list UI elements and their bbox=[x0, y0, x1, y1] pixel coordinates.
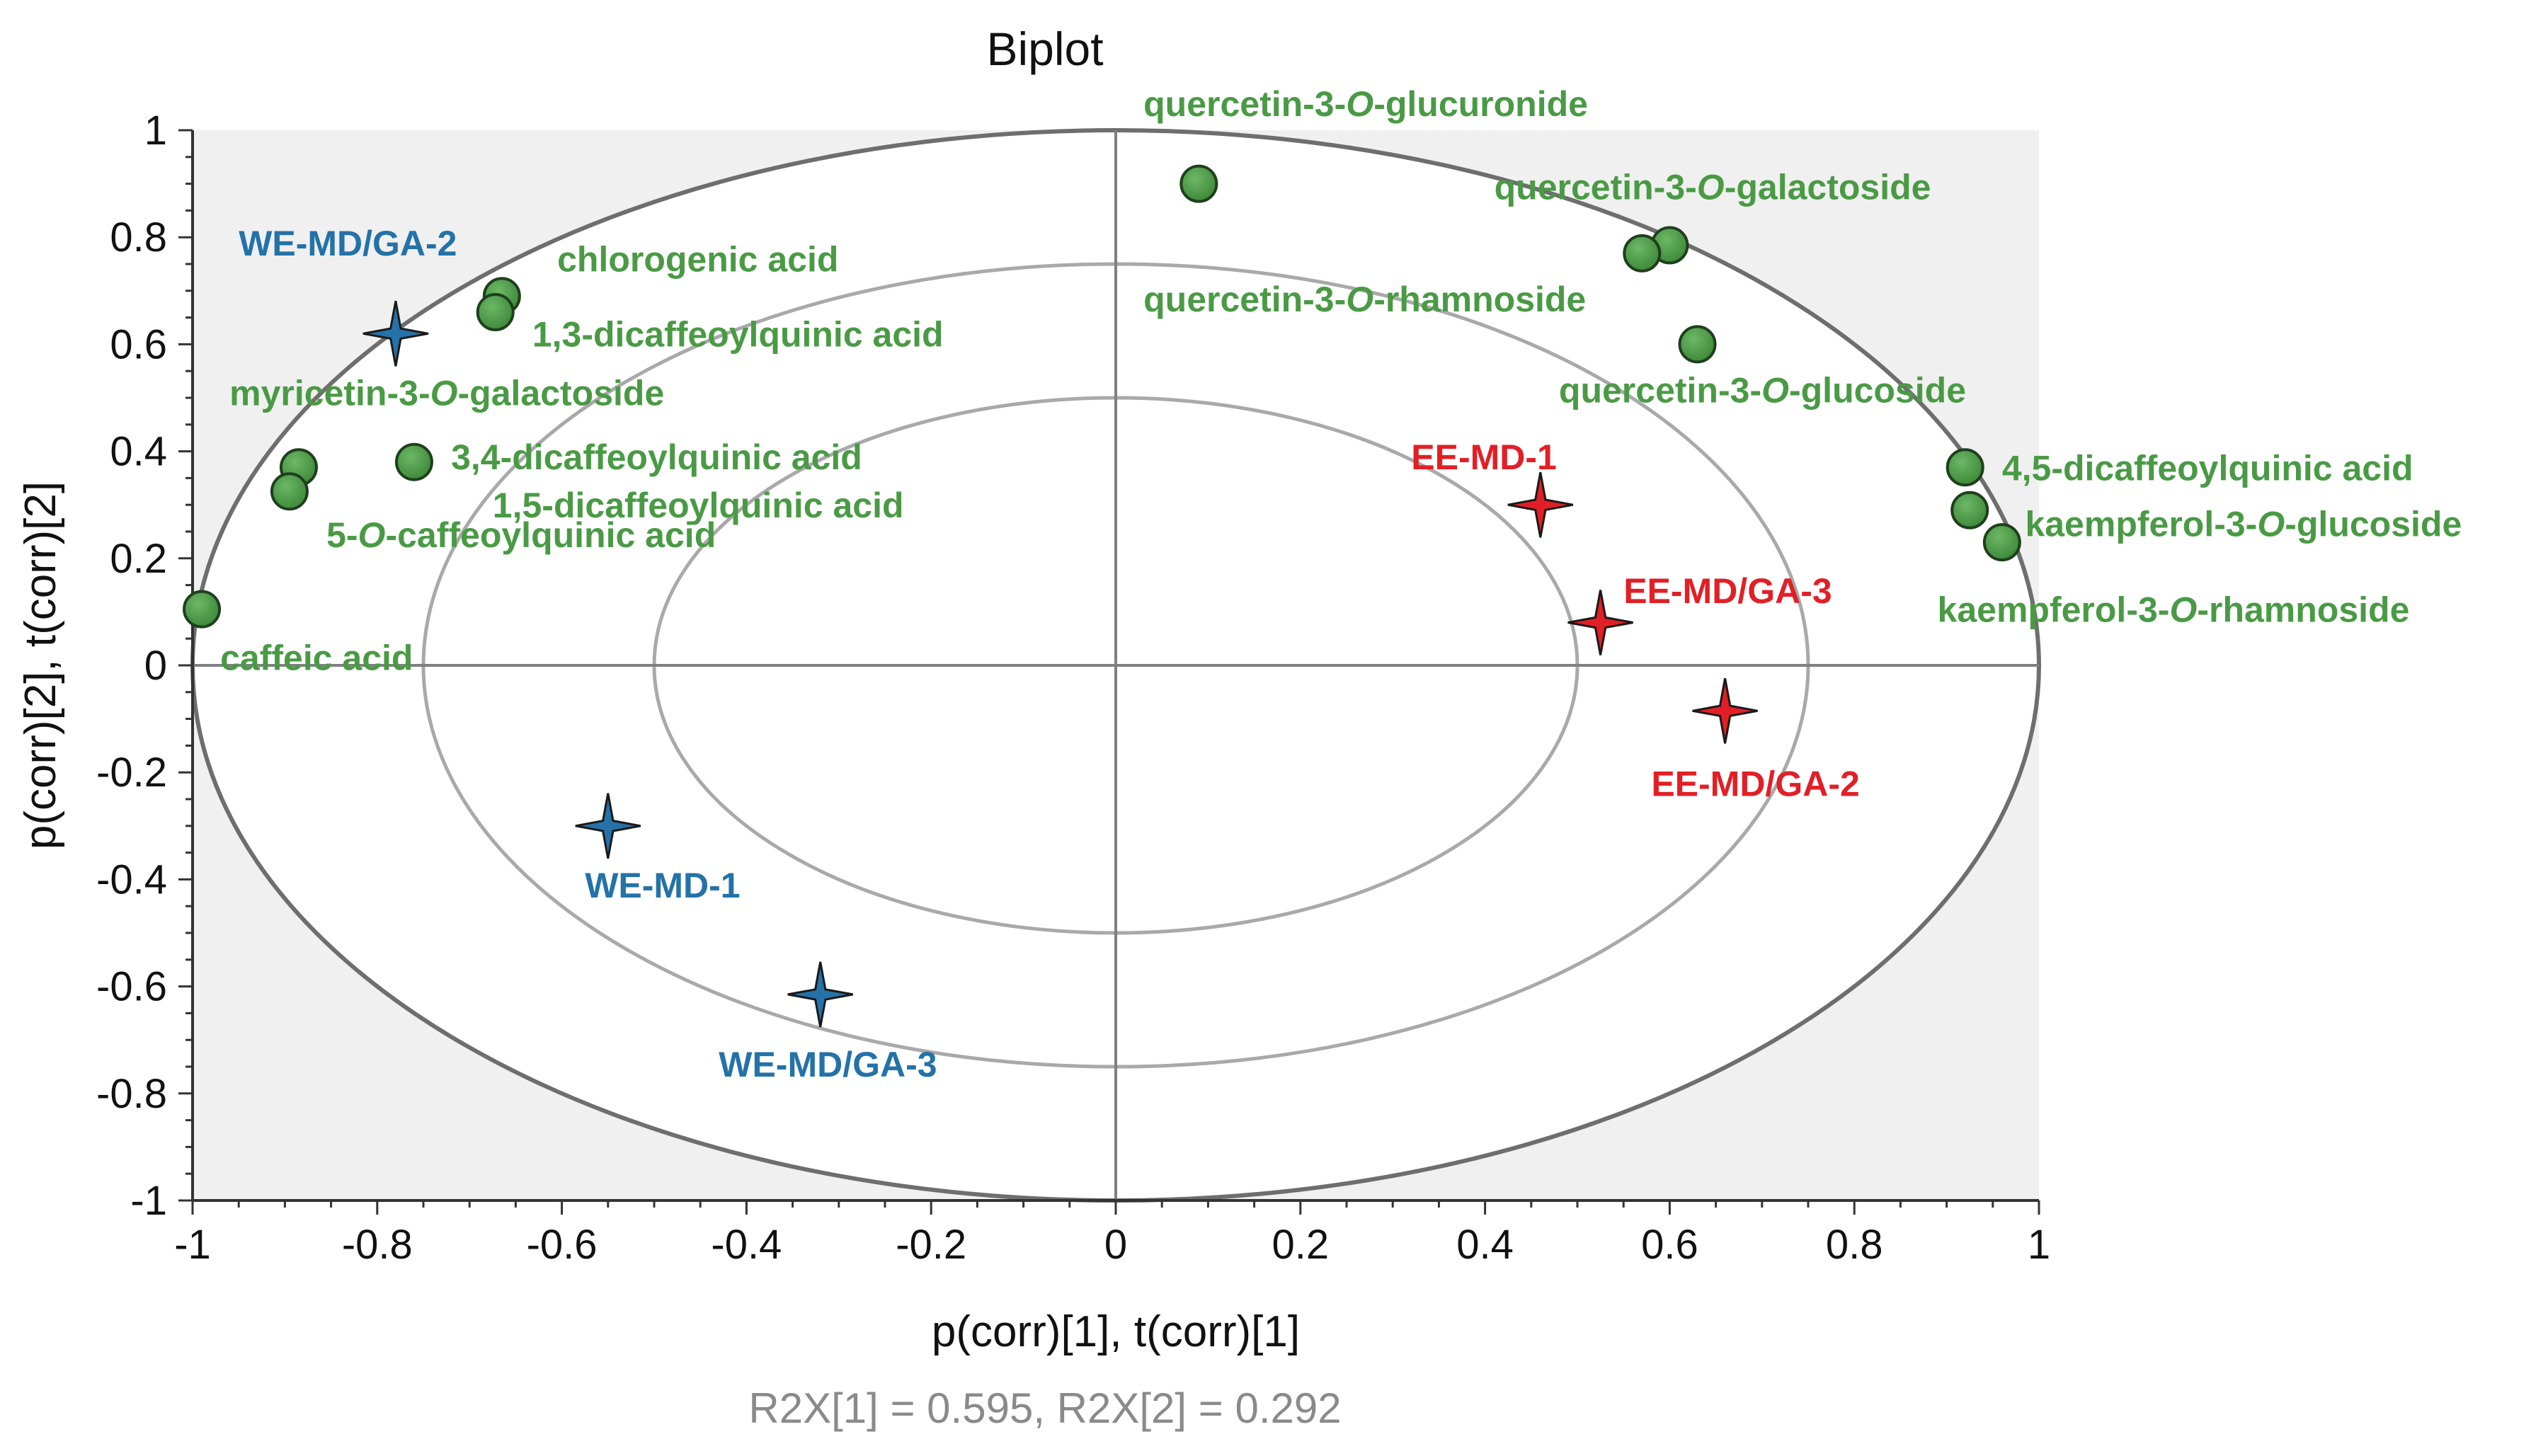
r2x-footer: R2X[1] = 0.595, R2X[2] = 0.292 bbox=[748, 1385, 1341, 1432]
y-tick-label: 1 bbox=[144, 108, 167, 154]
x-tick-label: -0.2 bbox=[896, 1222, 966, 1268]
x-tick-label: 0 bbox=[1104, 1222, 1127, 1268]
variable-label: 1,5-dicaffeoylquinic acid bbox=[493, 486, 904, 525]
observation-star bbox=[362, 301, 429, 367]
y-tick-label: -0.8 bbox=[96, 1071, 167, 1117]
variable-point bbox=[1179, 164, 1218, 203]
variable-label: quercetin-3-O-rhamnoside bbox=[1143, 280, 1586, 319]
x-tick-label: 1 bbox=[2028, 1222, 2050, 1268]
variable-point bbox=[1678, 325, 1717, 364]
observation-star bbox=[787, 961, 853, 1028]
observation-label: EE-MD/GA-3 bbox=[1623, 571, 1832, 611]
variable-point bbox=[1950, 491, 1989, 529]
x-tick-label: 0.4 bbox=[1456, 1222, 1514, 1268]
variable-label: quercetin-3-O-glucuronide bbox=[1143, 84, 1588, 124]
variable-point bbox=[270, 472, 309, 511]
y-tick-label: 0.2 bbox=[110, 536, 167, 582]
chart-title: Biplot bbox=[986, 23, 1103, 75]
observation-label: EE-MD/GA-2 bbox=[1651, 764, 1859, 803]
y-tick-label: -0.4 bbox=[96, 856, 167, 902]
variable-point bbox=[183, 590, 222, 629]
variable-label: quercetin-3-O-glucoside bbox=[1559, 371, 1966, 411]
x-tick-label: 0.2 bbox=[1272, 1222, 1329, 1268]
variable-point bbox=[1623, 234, 1662, 273]
x-tick-label: -1 bbox=[174, 1222, 211, 1268]
variable-label: myricetin-3-O-galactoside bbox=[229, 373, 664, 413]
variable-label: kaempferol-3-O-rhamnoside bbox=[1938, 590, 2410, 630]
point-labels: quercetin-3-O-glucuronide quercetin-3-O-g… bbox=[220, 84, 2462, 1084]
observation-star bbox=[1692, 678, 1758, 744]
variable-label: 1,3-dicaffeoylquinic acid bbox=[532, 314, 944, 354]
observation-label: WE-MD-1 bbox=[585, 866, 740, 905]
observation-star bbox=[1567, 590, 1633, 655]
variable-point bbox=[476, 293, 515, 332]
axis-tick-labels: -1 -0.8 -0.6 -0.4 -0.2 0 0.2 0.4 0.6 0.8 1 1 0.8 0.6 0… bbox=[96, 108, 2050, 1268]
variable-point bbox=[394, 442, 433, 481]
x-tick-label: 0.6 bbox=[1641, 1222, 1698, 1268]
observation-label: WE-MD/GA-2 bbox=[239, 224, 457, 263]
variable-label: 4,5-dicaffeoylquinic acid bbox=[2002, 448, 2413, 488]
observation-label: WE-MD/GA-3 bbox=[719, 1045, 937, 1084]
variable-markers bbox=[183, 164, 2021, 629]
variable-point bbox=[1982, 523, 2021, 562]
x-tick-label: -0.6 bbox=[527, 1222, 598, 1268]
y-axis-title: p(corr)[2], t(corr)[2] bbox=[16, 481, 65, 849]
y-tick-label: 0.6 bbox=[110, 321, 167, 367]
axis-ticks bbox=[178, 129, 2040, 1215]
x-tick-label: 0.8 bbox=[1826, 1222, 1883, 1268]
x-tick-label: -0.4 bbox=[711, 1222, 782, 1268]
variable-label: 5-O-caffeoylquinic acid bbox=[326, 515, 716, 555]
x-tick-label: -0.8 bbox=[342, 1222, 413, 1268]
variable-label: 3,4-dicaffeoylquinic acid bbox=[451, 437, 862, 477]
variable-point bbox=[1946, 448, 1984, 487]
observation-label: EE-MD-1 bbox=[1411, 437, 1557, 477]
y-tick-label: -0.2 bbox=[96, 750, 167, 796]
variable-label: chlorogenic acid bbox=[557, 239, 838, 279]
variable-label: quercetin-3-O-galactoside bbox=[1495, 167, 1931, 207]
x-axis-title: p(corr)[1], t(corr)[1] bbox=[932, 1307, 1300, 1356]
y-tick-label: 0.4 bbox=[110, 429, 167, 475]
y-tick-label: 0 bbox=[144, 643, 167, 689]
y-tick-label: 0.8 bbox=[110, 214, 167, 260]
y-tick-label: -1 bbox=[130, 1178, 167, 1224]
variable-label: caffeic acid bbox=[220, 638, 413, 678]
observation-markers bbox=[362, 301, 1758, 1028]
variable-label: kaempferol-3-O-glucoside bbox=[2025, 505, 2462, 544]
y-tick-label: -0.6 bbox=[96, 964, 167, 1010]
observation-star bbox=[1507, 471, 1574, 538]
observation-star bbox=[575, 793, 641, 859]
